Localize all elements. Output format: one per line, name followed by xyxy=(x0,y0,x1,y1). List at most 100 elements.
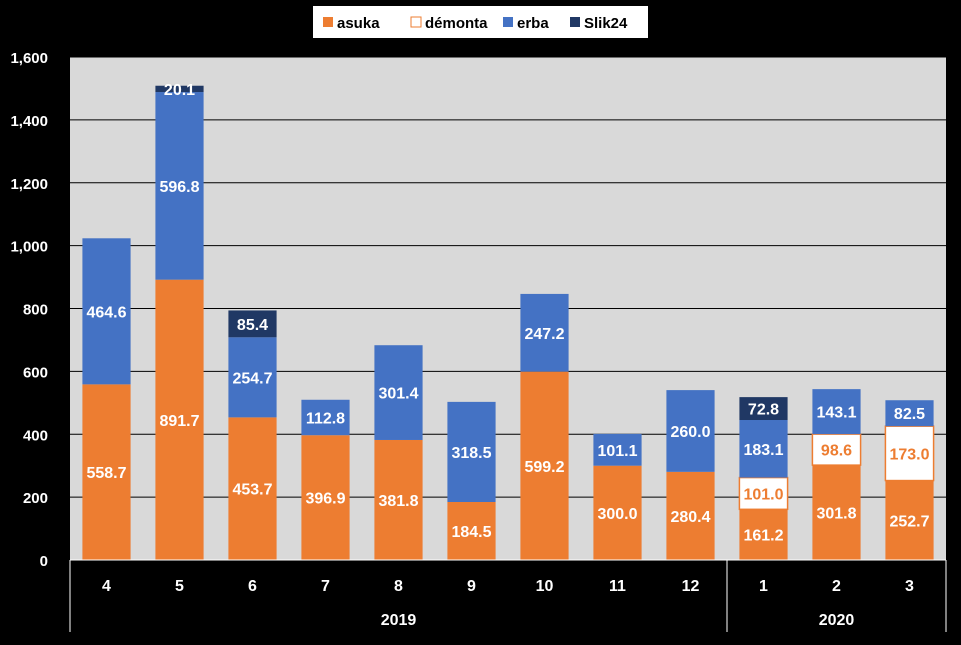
y-axis: 0 200 400 600 800 1,000 1,200 1,400 1,600 xyxy=(10,50,48,570)
data-label: 596.8 xyxy=(159,179,199,196)
data-label: 599.2 xyxy=(524,459,564,476)
x-tick-label: 10 xyxy=(536,578,554,595)
x-tick-label: 12 xyxy=(682,578,700,595)
data-label: 101.0 xyxy=(743,486,783,503)
x-tick-label: 7 xyxy=(321,578,330,595)
data-label: 558.7 xyxy=(86,465,126,482)
x-group-label: 2019 xyxy=(381,612,417,629)
data-label: 301.4 xyxy=(378,386,418,403)
data-label: 464.6 xyxy=(86,304,126,321)
data-label: 72.8 xyxy=(748,402,779,419)
bar-segment-erba xyxy=(666,390,715,472)
legend-label: asuka xyxy=(337,15,380,32)
y-tick-label: 200 xyxy=(23,490,48,507)
bar-segment-asuka xyxy=(374,439,423,560)
bar-segment-asuka xyxy=(301,435,350,560)
bar-segment-asuka xyxy=(666,471,715,560)
bar-segment-slik24 xyxy=(228,310,277,338)
data-label: 247.2 xyxy=(524,326,564,343)
y-tick-label: 800 xyxy=(23,302,48,319)
y-tick-label: 1,400 xyxy=(10,113,48,130)
bar-segment-erba xyxy=(885,400,934,427)
data-label: 252.7 xyxy=(889,513,929,530)
data-label: 184.5 xyxy=(451,524,491,541)
legend-swatch xyxy=(503,17,513,27)
bar-segment-erba xyxy=(82,238,131,385)
bar-segment-slik24 xyxy=(739,397,788,421)
data-label: 300.0 xyxy=(597,506,637,523)
data-label: 254.7 xyxy=(232,370,272,387)
legend-item-slik24[interactable]: Slik24 xyxy=(570,15,628,32)
legend-swatch xyxy=(323,17,333,27)
y-tick-label: 1,600 xyxy=(10,50,48,67)
data-label: 85.4 xyxy=(237,317,268,334)
y-tick-label: 1,200 xyxy=(10,176,48,193)
x-tick-label: 3 xyxy=(905,578,914,595)
bar-segment-asuka xyxy=(812,465,861,560)
bar-segment-erba xyxy=(593,433,642,466)
legend-item-asuka[interactable]: asuka xyxy=(323,15,380,32)
data-label: 143.1 xyxy=(816,405,856,422)
data-label: 101.1 xyxy=(597,443,637,460)
bar-segment-d-monta xyxy=(884,425,935,482)
x-tick-label: 11 xyxy=(609,578,626,595)
x-tick-label: 2 xyxy=(832,578,841,595)
bar-segment-asuka xyxy=(447,501,496,560)
data-label: 98.6 xyxy=(821,443,852,460)
data-label: 891.7 xyxy=(159,413,199,430)
legend-item-erba[interactable]: erba xyxy=(503,15,549,32)
data-label: 173.0 xyxy=(889,446,929,463)
data-label: 112.8 xyxy=(306,410,345,427)
x-tick-label: 1 xyxy=(759,578,768,595)
legend-swatch xyxy=(570,17,580,27)
x-tick-label: 5 xyxy=(175,578,184,595)
bar-segment-erba xyxy=(228,337,277,418)
y-tick-label: 1,000 xyxy=(10,239,48,256)
bar-segment-asuka xyxy=(885,480,934,560)
data-label: 318.5 xyxy=(451,445,491,462)
y-tick-label: 400 xyxy=(23,427,48,444)
data-label: 381.8 xyxy=(378,493,418,510)
x-tick-label: 8 xyxy=(394,578,403,595)
bar-segment-asuka xyxy=(520,371,569,560)
bar-labels: 558.7 464.6 891.7 596.8 20.1 453.7 254.7 85.4 39… xyxy=(86,82,929,545)
bar-segment-erba xyxy=(520,293,569,372)
legend-label: démonta xyxy=(425,15,488,32)
legend-item-d-monta[interactable]: démonta xyxy=(410,15,488,32)
bar-segment-asuka xyxy=(155,279,204,560)
data-label: 20.1 xyxy=(164,82,195,99)
bar-segment-erba xyxy=(301,399,350,436)
data-label: 280.4 xyxy=(670,509,710,526)
x-tick-label: 6 xyxy=(248,578,257,595)
bar-segment-d-monta xyxy=(738,476,789,511)
data-label: 260.0 xyxy=(670,424,710,441)
bar-segment-erba xyxy=(812,389,861,435)
data-label: 301.8 xyxy=(816,506,856,523)
bar-segment-d-monta xyxy=(811,433,862,466)
x-tick-label: 4 xyxy=(102,578,111,595)
y-tick-label: 0 xyxy=(40,553,48,570)
bar-segment-slik24 xyxy=(155,85,204,93)
bar-segment-erba xyxy=(155,92,204,280)
x-tick-label: 9 xyxy=(467,578,476,595)
legend-box xyxy=(313,6,648,38)
data-label: 183.1 xyxy=(743,442,783,459)
x-group-label: 2020 xyxy=(819,612,855,629)
data-label: 396.9 xyxy=(305,491,345,508)
bar-segment-asuka xyxy=(82,384,131,560)
bar-segment-asuka xyxy=(739,509,788,560)
bar-segment-erba xyxy=(447,401,496,502)
legend-swatch xyxy=(410,16,422,28)
bar-segment-erba xyxy=(374,345,423,440)
data-label: 161.2 xyxy=(743,528,783,545)
bar-segment-asuka xyxy=(593,465,642,560)
legend[interactable]: asuka démonta erba Slik24 xyxy=(313,6,648,38)
bar-segment-asuka xyxy=(228,417,277,560)
data-label: 82.5 xyxy=(894,406,925,423)
legend-label: erba xyxy=(517,15,549,32)
gridlines xyxy=(70,56,946,498)
data-label: 453.7 xyxy=(232,482,272,499)
bars xyxy=(82,85,935,560)
